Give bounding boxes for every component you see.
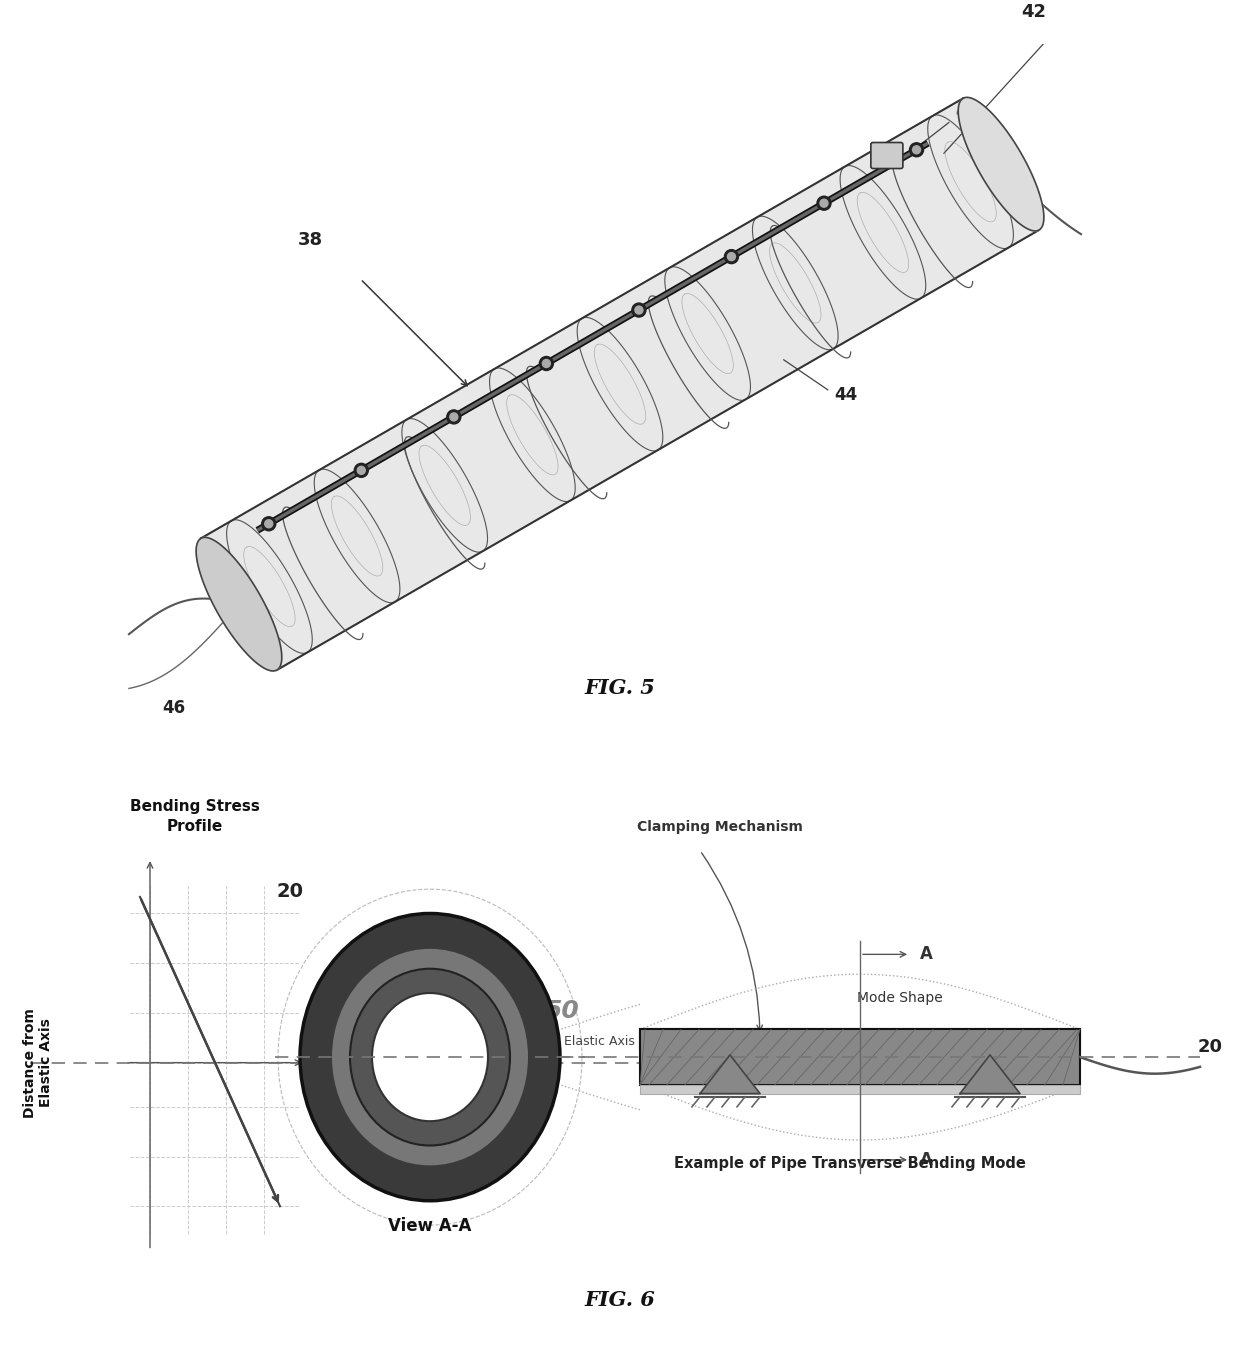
Circle shape	[350, 969, 510, 1146]
Text: View A-A: View A-A	[388, 1217, 471, 1235]
Circle shape	[728, 252, 735, 261]
Circle shape	[913, 145, 920, 154]
Circle shape	[542, 359, 551, 368]
FancyBboxPatch shape	[870, 143, 903, 169]
Text: A: A	[920, 945, 932, 963]
Text: 50: 50	[544, 999, 579, 1024]
Circle shape	[446, 410, 461, 424]
Text: Clamping Mechanism: Clamping Mechanism	[637, 819, 804, 834]
Text: Distance from
Elastic Axis: Distance from Elastic Axis	[22, 1007, 53, 1118]
Text: 20: 20	[277, 882, 304, 901]
Text: Mode Shape: Mode Shape	[857, 991, 942, 1004]
Text: FIG. 5: FIG. 5	[584, 678, 656, 698]
Polygon shape	[960, 1055, 1021, 1093]
Text: 20: 20	[1198, 1037, 1223, 1055]
Circle shape	[372, 993, 489, 1121]
Polygon shape	[196, 538, 281, 671]
Circle shape	[909, 143, 924, 156]
Circle shape	[632, 303, 646, 317]
Circle shape	[262, 517, 275, 531]
Text: Bending Stress
Profile: Bending Stress Profile	[130, 799, 260, 834]
Polygon shape	[701, 1055, 760, 1093]
Bar	[640, 1029, 1080, 1050]
Polygon shape	[959, 97, 1044, 230]
Circle shape	[357, 466, 366, 475]
Circle shape	[724, 250, 739, 263]
Text: 46: 46	[162, 700, 185, 718]
Text: A: A	[920, 1151, 932, 1169]
Text: 42: 42	[1022, 3, 1047, 21]
Circle shape	[820, 199, 828, 207]
Text: 38: 38	[298, 230, 322, 248]
Bar	[640, 1029, 1080, 1085]
Text: Example of Pipe Transverse Bending Mode: Example of Pipe Transverse Bending Mode	[675, 1155, 1025, 1170]
Circle shape	[332, 949, 528, 1165]
Circle shape	[355, 464, 368, 477]
Circle shape	[635, 306, 642, 314]
Circle shape	[539, 357, 553, 370]
Circle shape	[265, 520, 273, 528]
Text: 40: 40	[955, 103, 978, 121]
Text: 44: 44	[833, 386, 857, 403]
Circle shape	[817, 196, 831, 210]
Text: Elastic Axis: Elastic Axis	[564, 1036, 635, 1048]
Polygon shape	[201, 99, 1039, 670]
Bar	[640, 1085, 1080, 1093]
Circle shape	[300, 914, 560, 1200]
Circle shape	[450, 413, 458, 421]
Text: FIG. 6: FIG. 6	[584, 1290, 656, 1310]
